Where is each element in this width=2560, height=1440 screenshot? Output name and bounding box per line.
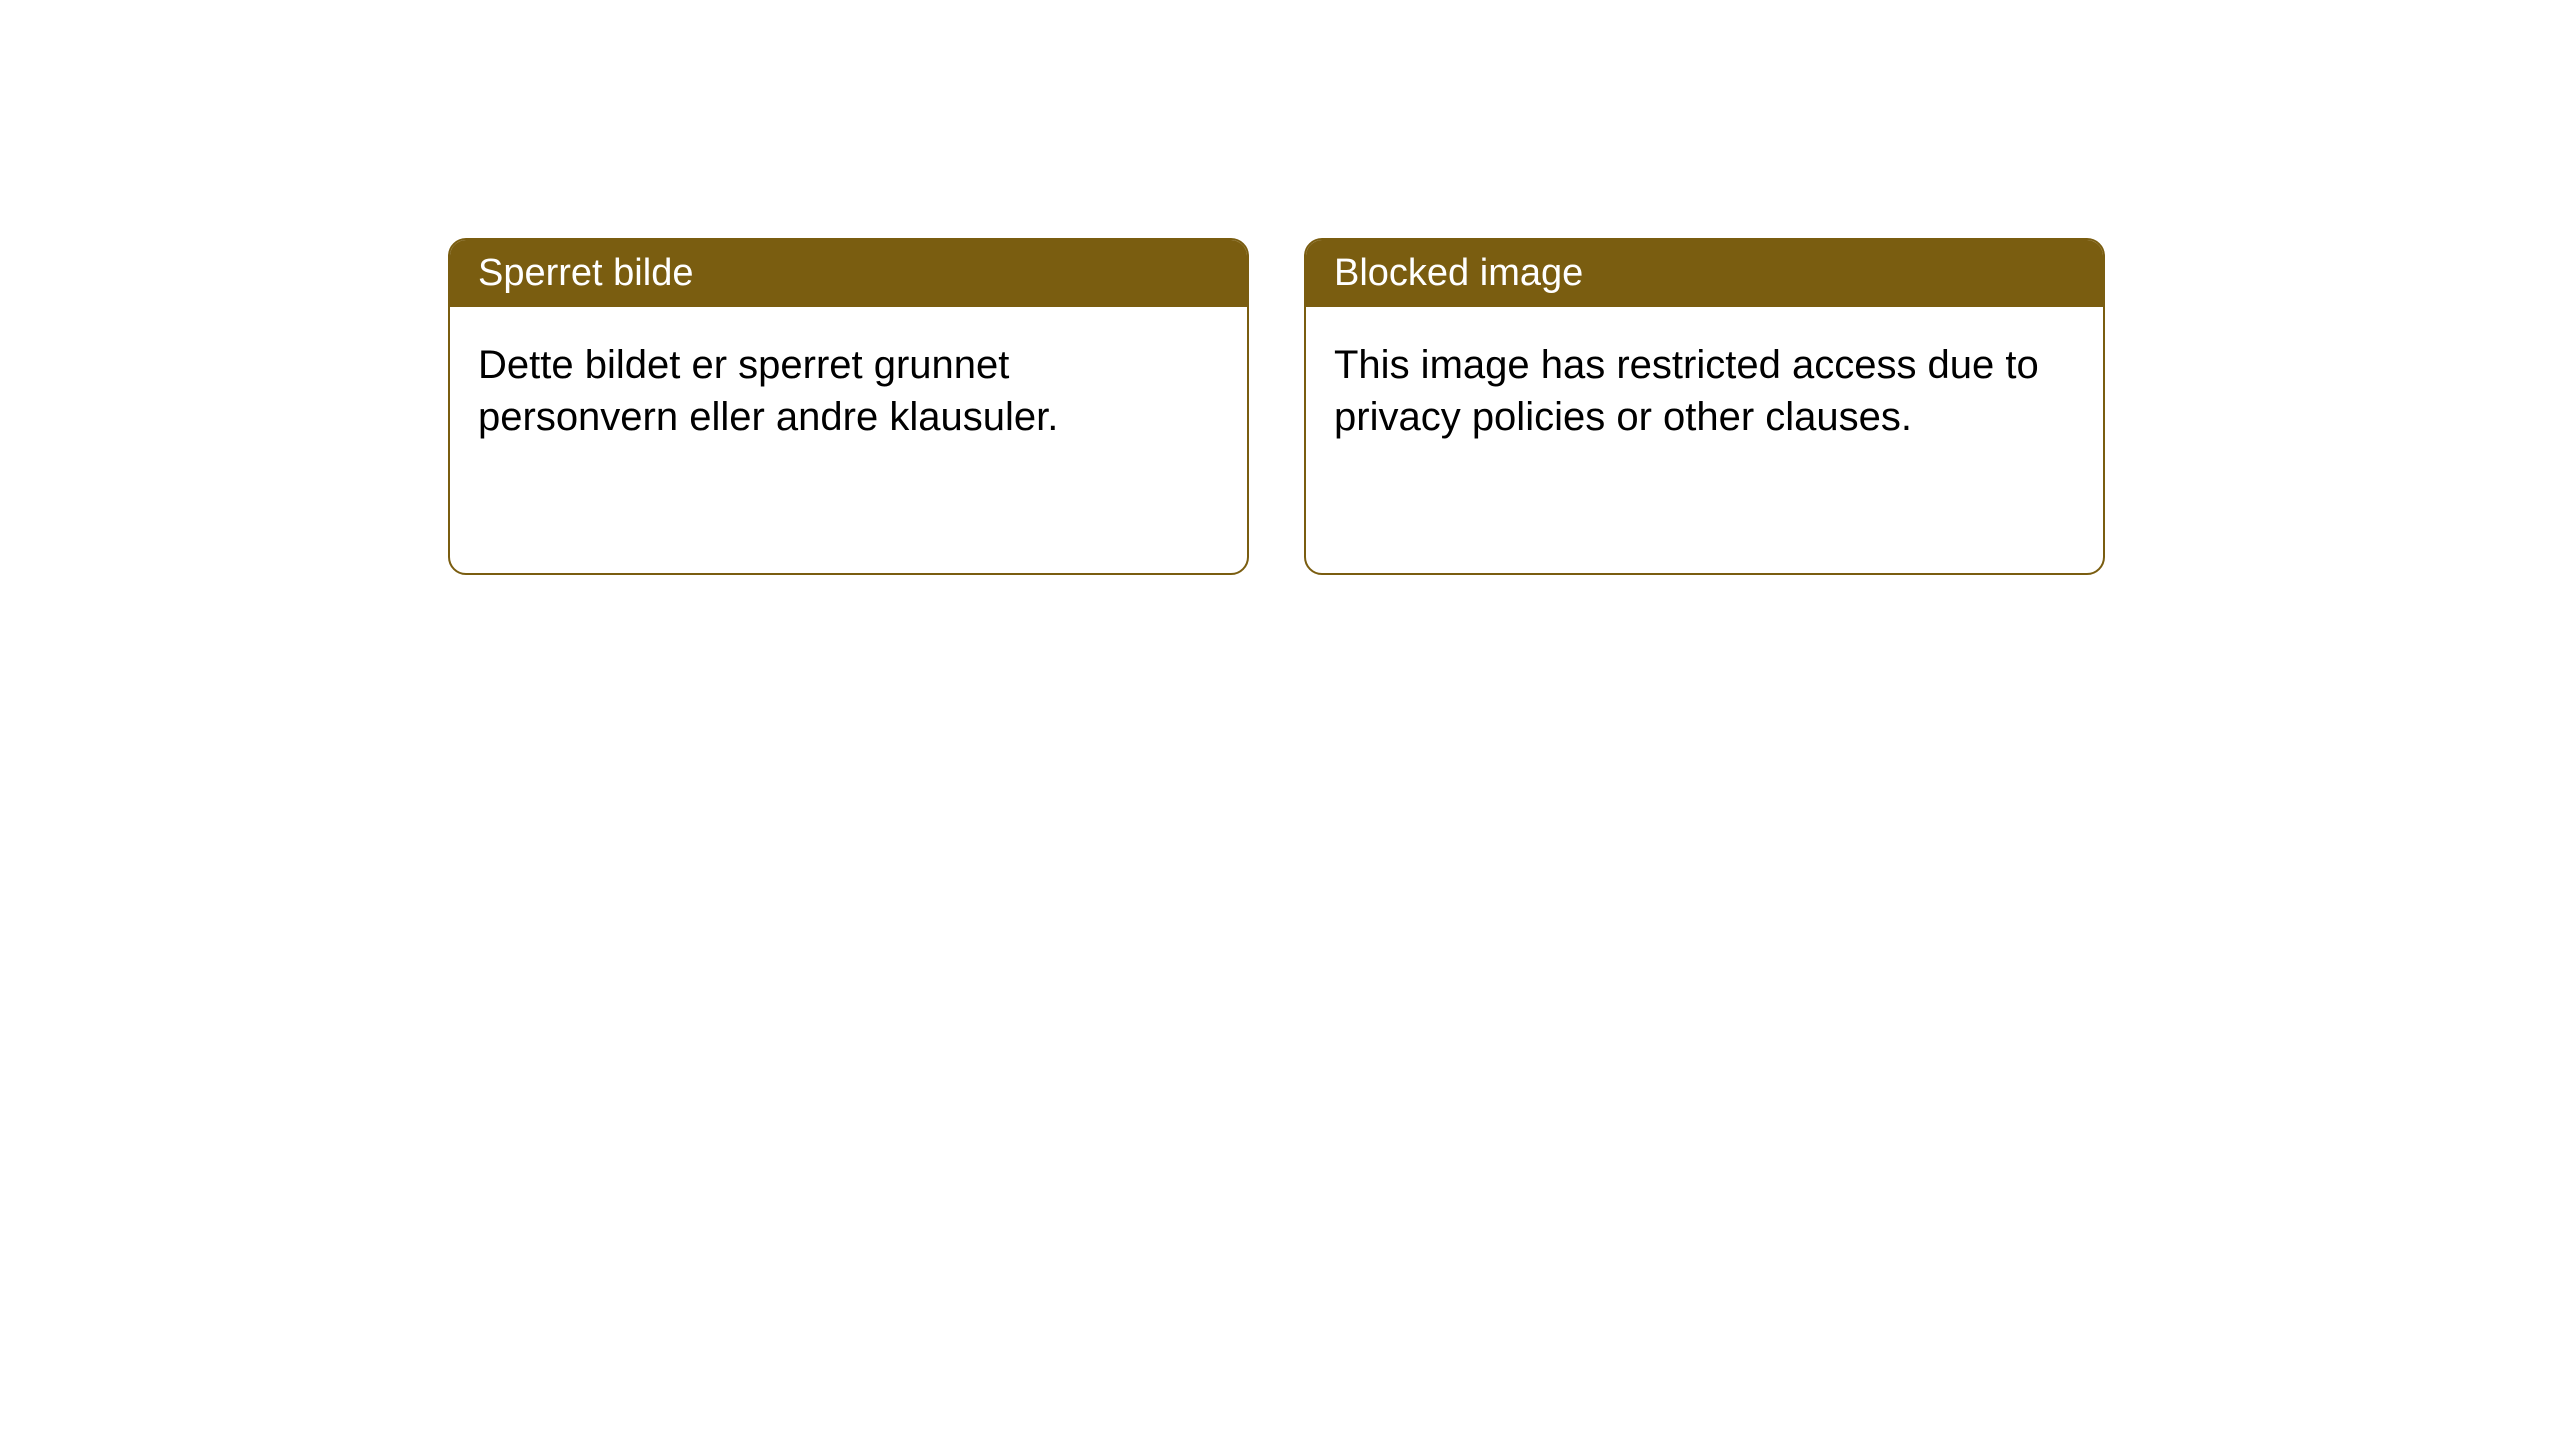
- notice-title-norwegian: Sperret bilde: [450, 240, 1247, 307]
- notice-body-english: This image has restricted access due to …: [1306, 307, 2103, 475]
- notice-card-norwegian: Sperret bilde Dette bildet er sperret gr…: [448, 238, 1249, 575]
- notice-title-english: Blocked image: [1306, 240, 2103, 307]
- notice-card-english: Blocked image This image has restricted …: [1304, 238, 2105, 575]
- notice-container: Sperret bilde Dette bildet er sperret gr…: [0, 0, 2560, 575]
- notice-body-norwegian: Dette bildet er sperret grunnet personve…: [450, 307, 1247, 475]
